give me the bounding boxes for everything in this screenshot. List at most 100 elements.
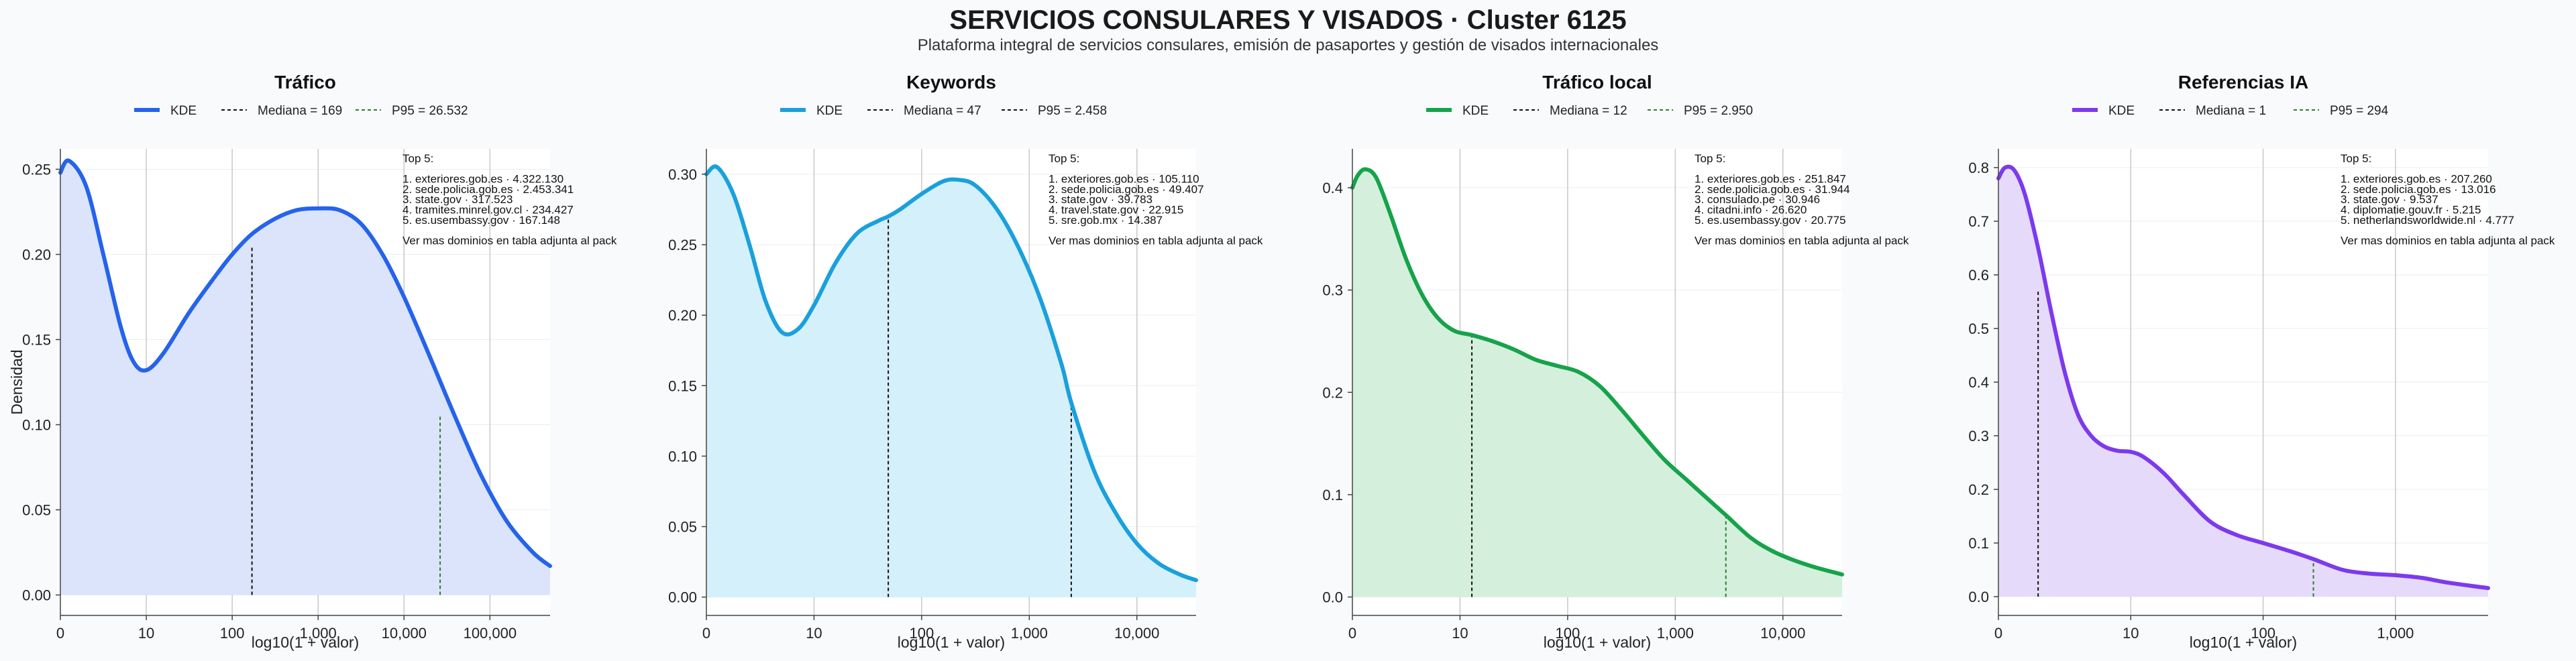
annotation-line: 1. exteriores.gob.es · 251.847 xyxy=(1695,173,1846,186)
x-tick-label: 10,000 xyxy=(1760,625,1805,642)
x-tick-label: 100 xyxy=(910,625,934,642)
y-tick-label: 0.15 xyxy=(668,377,697,394)
x-tick-label: 1,000 xyxy=(1657,625,1694,642)
y-tick-label: 0.00 xyxy=(668,589,697,606)
chart-title: Keywords xyxy=(906,72,996,93)
y-tick-label: 0.3 xyxy=(1322,282,1343,299)
kde-line xyxy=(704,164,1198,583)
x-tick-label: 100 xyxy=(2251,625,2275,642)
annotation-line: Top 5: xyxy=(1695,152,1725,165)
y-tick-label: 0.0 xyxy=(1968,589,1989,605)
y-tick-label: 0.5 xyxy=(1968,320,1989,337)
legend-median-label: Mediana = 169 xyxy=(258,104,342,118)
x-tick-label: 100,000 xyxy=(464,625,517,642)
annotation-line: 2. sede.policia.gob.es · 2.453.341 xyxy=(402,183,574,196)
chart-panel-1: Tráfico KDE Mediana = 169 P95 = 26.532 0.00 0… xyxy=(8,72,617,651)
annotation-line: 5. netherlandsworldwide.nl · 4.777 xyxy=(2341,214,2514,227)
annotation-line: 1. exteriores.gob.es · 4.322.130 xyxy=(402,173,564,186)
y-tick-label: 0.8 xyxy=(1968,160,1989,176)
chart-title: Tráfico local xyxy=(1542,72,1652,93)
y-tick-label: 0.6 xyxy=(1968,267,1989,284)
x-tick-label: 10,000 xyxy=(1114,625,1159,642)
y-tick-label: 0.10 xyxy=(668,448,697,465)
y-tick-label: 0.2 xyxy=(1968,481,1989,498)
chart-panel-3: Tráfico local KDE Mediana = 12 P95 = 2.950 0… xyxy=(1322,72,1909,651)
kde-area xyxy=(60,160,550,595)
x-tick-label: 10,000 xyxy=(382,625,427,642)
chart-title: Tráfico xyxy=(274,72,336,93)
y-tick-label: 0.00 xyxy=(22,587,51,604)
y-tick-label: 0.05 xyxy=(668,519,697,536)
x-tick-label: 1,000 xyxy=(1011,625,1048,642)
x-tick-label: 10 xyxy=(806,625,822,642)
chart-panel-2: Keywords KDE Mediana = 47 P95 = 2.458 0.00 0.… xyxy=(668,72,1263,651)
y-tick-label: 0.3 xyxy=(1968,428,1989,444)
x-tick-label: 0 xyxy=(1348,625,1356,642)
y-tick-label: 0.4 xyxy=(1322,180,1343,196)
y-tick-label: 0.1 xyxy=(1968,535,1989,552)
figure-title: SERVICIOS CONSULARES Y VISADOS · Cluster… xyxy=(949,5,1627,35)
y-tick-label: 0.05 xyxy=(22,502,51,519)
legend-p95-label: P95 = 2.950 xyxy=(1684,104,1753,118)
annotation-line: 2. sede.policia.gob.es · 13.016 xyxy=(2341,183,2496,196)
legend-kde-label: KDE xyxy=(816,104,843,118)
x-tick-label: 100 xyxy=(220,625,245,642)
x-tick-label: 10 xyxy=(138,625,154,642)
annotation-line: 4. citadni.info · 26.620 xyxy=(1695,204,1807,217)
y-axis-label: Densidad xyxy=(8,349,25,414)
legend-p95-label: P95 = 294 xyxy=(2330,104,2389,118)
legend-kde-label: KDE xyxy=(2108,104,2135,118)
kde-line xyxy=(1350,167,1844,577)
annotation-line: 4. tramites.minrel.gov.cl · 234.427 xyxy=(402,204,574,217)
kde-line xyxy=(1996,164,2490,591)
legend-p95-label: P95 = 2.458 xyxy=(1038,104,1107,118)
x-axis-label: log10(1 + valor) xyxy=(898,634,1005,651)
kde-line xyxy=(58,158,552,568)
y-tick-label: 0.2 xyxy=(1322,384,1343,401)
legend-median-label: Mediana = 1 xyxy=(2196,104,2266,118)
annotation-line: Ver mas dominios en tabla adjunta al pac… xyxy=(1049,234,1263,247)
legend-kde-label: KDE xyxy=(170,104,197,118)
chart-legend: KDE Mediana = 1 P95 = 294 xyxy=(2072,104,2389,118)
chart-panel-4: Referencias IA KDE Mediana = 1 P95 = 294 0.0… xyxy=(1968,72,2555,651)
x-axis-label: log10(1 + valor) xyxy=(1544,634,1651,651)
annotation-line: 1. exteriores.gob.es · 105.110 xyxy=(1049,173,1199,186)
annotation-line: Top 5: xyxy=(402,152,433,165)
annotation-line: 5. es.usembassy.gov · 20.775 xyxy=(1695,214,1846,227)
x-tick-label: 10 xyxy=(1452,625,1468,642)
annotation-line: 4. diplomatie.gouv.fr · 5.215 xyxy=(2341,204,2481,217)
annotation-line: Top 5: xyxy=(2341,152,2371,165)
y-tick-label: 0.20 xyxy=(22,246,51,263)
x-tick-label: 0 xyxy=(702,625,710,642)
y-tick-label: 0.25 xyxy=(22,161,51,178)
y-tick-label: 0.10 xyxy=(22,417,51,434)
chart-title: Referencias IA xyxy=(2178,72,2309,93)
legend-median-label: Mediana = 12 xyxy=(1550,104,1627,118)
legend-median-label: Mediana = 47 xyxy=(904,104,981,118)
annotation-line: Ver mas dominios en tabla adjunta al pac… xyxy=(402,234,617,247)
annotation-line: 3. state.gov · 9.537 xyxy=(2341,193,2438,206)
chart-legend: KDE Mediana = 169 P95 = 26.532 xyxy=(134,104,468,118)
x-tick-label: 1,000 xyxy=(2377,625,2414,642)
chart-legend: KDE Mediana = 47 P95 = 2.458 xyxy=(780,104,1107,118)
annotation-line: 1. exteriores.gob.es · 207.260 xyxy=(2341,173,2492,186)
x-tick-label: 100 xyxy=(1556,625,1580,642)
kde-area xyxy=(1998,166,2488,597)
annotation-line: Ver mas dominios en tabla adjunta al pac… xyxy=(1695,234,1909,247)
annotation-line: 3. consulado.pe · 30.946 xyxy=(1695,193,1820,206)
legend-p95-label: P95 = 26.532 xyxy=(392,104,468,118)
annotation-line: 3. state.gov · 317.523 xyxy=(402,193,513,206)
x-axis-label: log10(1 + valor) xyxy=(2190,634,2297,651)
annotation-line: 5. es.usembassy.gov · 167.148 xyxy=(402,214,560,227)
annotation-line: 4. travel.state.gov · 22.915 xyxy=(1049,204,1183,217)
annotation-line: 2. sede.policia.gob.es · 31.944 xyxy=(1695,183,1850,196)
kde-area xyxy=(706,166,1196,597)
x-tick-label: 0 xyxy=(1994,625,2002,642)
y-tick-label: 0.0 xyxy=(1322,589,1343,606)
y-tick-label: 0.30 xyxy=(668,166,697,183)
y-tick-label: 0.25 xyxy=(668,237,697,253)
